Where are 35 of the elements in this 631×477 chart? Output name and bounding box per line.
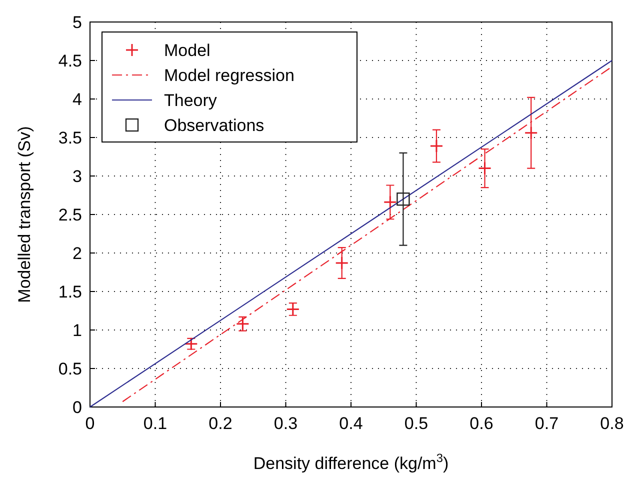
legend-label: Observations: [164, 116, 264, 135]
x-tick-label: 0.1: [143, 414, 168, 433]
y-tick-label: 3.5: [58, 128, 82, 148]
point: [396, 192, 410, 206]
legend-label: Theory: [164, 91, 218, 110]
y-tick-label: 5: [72, 13, 82, 32]
x-tick-label: 0.5: [404, 414, 428, 433]
point: [430, 139, 444, 153]
point: [286, 302, 300, 316]
legend-label: Model regression: [164, 66, 294, 85]
x-tick-label: 0: [85, 414, 95, 433]
legend-label: Model: [164, 41, 210, 60]
y-tick-label: 0.5: [58, 360, 82, 378]
y-tick-label: 4.5: [58, 52, 82, 70]
y-tick-label: 1.5: [58, 282, 82, 302]
y-axis-title: Modelled transport (Sv): [15, 126, 34, 303]
x-tick-label: 0.8: [600, 414, 624, 433]
point: [383, 195, 397, 209]
y-tick-label: 0: [72, 398, 82, 417]
point: [184, 337, 198, 351]
x-tick-label: 0.3: [274, 414, 298, 433]
point: [524, 126, 538, 140]
y-tick-label: 1: [72, 321, 82, 340]
x-axis-title: Density difference (kg/m$^{3}$): [253, 451, 449, 473]
x-tick-label: 0.4: [339, 414, 363, 433]
point: [335, 256, 349, 270]
point: [236, 317, 250, 331]
y-tick-label: 4: [72, 90, 82, 109]
y-tick-label: 2.5: [58, 206, 82, 224]
point: [478, 162, 492, 176]
y-tick-label: 2: [72, 244, 82, 263]
x-tick-label: 0.6: [470, 414, 494, 433]
y-tick-label: 3: [72, 167, 82, 186]
x-tick-label: 0.7: [534, 414, 559, 433]
x-tick-label: 0.2: [208, 414, 232, 433]
